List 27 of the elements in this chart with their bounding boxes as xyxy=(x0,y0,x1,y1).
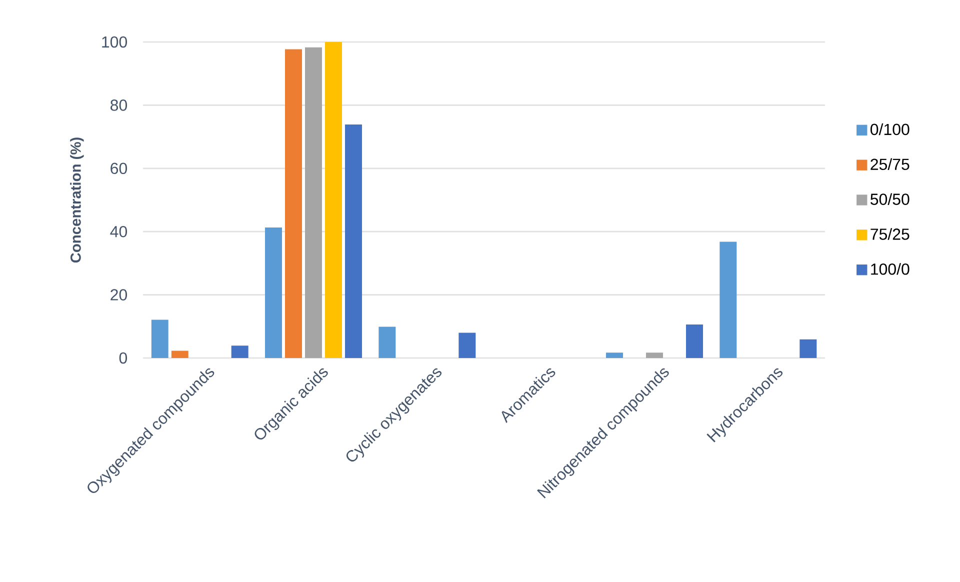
bar xyxy=(800,339,817,358)
bar xyxy=(231,346,248,358)
legend-label: 25/75 xyxy=(870,158,910,170)
legend-label: 100/0 xyxy=(871,263,910,275)
bar xyxy=(720,242,737,358)
y-axis-title: Concentration (%) xyxy=(70,138,84,263)
bar xyxy=(325,42,342,358)
bar xyxy=(305,47,322,358)
y-tick-label: 20 xyxy=(110,289,128,300)
bar xyxy=(345,124,362,358)
bar xyxy=(285,49,302,358)
bar xyxy=(171,350,188,358)
y-tick-label: 60 xyxy=(110,162,128,174)
bar xyxy=(646,352,664,358)
y-tick-label: 80 xyxy=(110,100,128,111)
bar xyxy=(458,332,476,358)
bar xyxy=(265,227,282,358)
bar xyxy=(606,352,624,358)
legend-label: 0/100 xyxy=(870,123,910,136)
y-tick-label: 40 xyxy=(110,226,128,238)
bar xyxy=(151,320,168,358)
y-tick-label: 0 xyxy=(119,352,128,364)
legend-label: 75/25 xyxy=(870,228,910,240)
y-tick-label: 100 xyxy=(102,36,127,48)
bar xyxy=(378,326,396,358)
bar xyxy=(686,324,704,358)
legend-label: 50/50 xyxy=(870,193,910,205)
